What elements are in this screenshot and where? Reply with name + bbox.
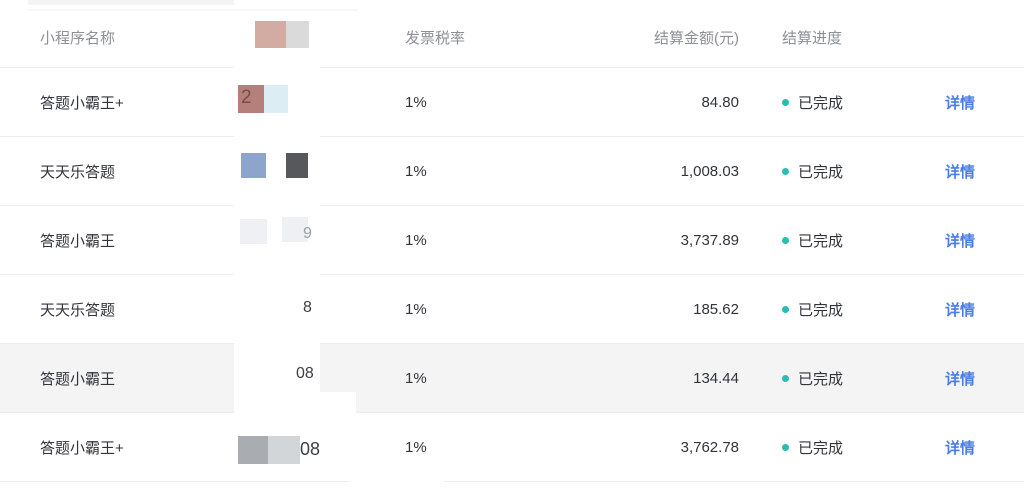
cropped-element-remnant xyxy=(28,0,234,5)
settlement-status: 已完成 xyxy=(739,368,900,389)
tax-rate: 1% xyxy=(405,369,427,387)
header-miniprogram-name: 小程序名称 xyxy=(40,30,116,47)
miniprogram-name: 天天乐答题 xyxy=(40,163,116,181)
settlement-status: 已完成 xyxy=(739,92,900,113)
miniprogram-name: 天天乐答题 xyxy=(40,301,116,319)
detail-link[interactable]: 详情 xyxy=(945,301,976,319)
header-tax-rate: 发票税率 xyxy=(405,30,466,47)
detail-link[interactable]: 详情 xyxy=(945,439,976,457)
table-row: 天天乐答题 1% 1,008.03 已完成 详情 xyxy=(0,137,1024,206)
cropped-element-remnant-line xyxy=(28,9,358,11)
status-label: 已完成 xyxy=(798,301,844,319)
detail-link[interactable]: 详情 xyxy=(945,370,976,388)
status-label: 已完成 xyxy=(798,439,844,457)
status-label: 已完成 xyxy=(798,163,844,181)
detail-link[interactable]: 详情 xyxy=(945,232,976,250)
header-settlement-id-redacted: 结 xyxy=(240,25,405,50)
settlement-status: 已完成 xyxy=(739,161,900,182)
settlement-table: 小程序名称 结 发票税率 结算金额(元) 结算进度 答题小霸王+ 1% 84.8… xyxy=(0,8,1024,482)
table-row: 天天乐答题 1% 185.62 已完成 详情 xyxy=(0,275,1024,344)
status-dot-icon xyxy=(782,305,789,313)
header-settlement-progress: 结算进度 xyxy=(782,30,843,47)
detail-link[interactable]: 详情 xyxy=(945,163,976,181)
settlement-status: 已完成 xyxy=(739,437,900,458)
tax-rate: 1% xyxy=(405,162,427,180)
miniprogram-name: 答题小霸王 xyxy=(40,232,116,250)
status-dot-icon xyxy=(782,167,789,175)
settlement-amount: 3,762.78 xyxy=(680,438,739,456)
settlement-status: 已完成 xyxy=(739,299,900,320)
table-row-highlighted: 答题小霸王 1% 134.44 已完成 详情 xyxy=(0,344,1024,413)
miniprogram-name: 答题小霸王+ xyxy=(40,94,124,112)
tax-rate: 1% xyxy=(405,438,427,456)
tax-rate: 1% xyxy=(405,93,427,111)
table-header-row: 小程序名称 结 发票税率 结算金额(元) 结算进度 xyxy=(0,8,1024,68)
status-dot-icon xyxy=(782,98,789,106)
status-dot-icon xyxy=(782,236,789,244)
table-row: 答题小霸王+ 1% 3,762.78 已完成 详情 xyxy=(0,413,1024,482)
header-id-partial-glyph: 结 xyxy=(243,28,252,45)
status-dot-icon xyxy=(782,443,789,451)
miniprogram-name: 答题小霸王 xyxy=(40,370,116,388)
status-label: 已完成 xyxy=(798,232,844,250)
table-row: 答题小霸王 1% 3,737.89 已完成 详情 xyxy=(0,206,1024,275)
header-settlement-amount: 结算金额(元) xyxy=(654,30,739,47)
miniprogram-name: 答题小霸王+ xyxy=(40,439,124,457)
settlement-amount: 1,008.03 xyxy=(680,162,739,180)
settlement-amount: 84.80 xyxy=(701,93,739,111)
settlement-amount: 3,737.89 xyxy=(680,231,739,249)
settlement-amount: 134.44 xyxy=(693,369,739,387)
status-dot-icon xyxy=(782,374,789,382)
tax-rate: 1% xyxy=(405,231,427,249)
status-label: 已完成 xyxy=(798,94,844,112)
settlement-amount: 185.62 xyxy=(693,300,739,318)
status-label: 已完成 xyxy=(798,370,844,388)
settlement-status: 已完成 xyxy=(739,230,900,251)
table-row: 答题小霸王+ 1% 84.80 已完成 详情 xyxy=(0,68,1024,137)
tax-rate: 1% xyxy=(405,300,427,318)
detail-link[interactable]: 详情 xyxy=(945,94,976,112)
